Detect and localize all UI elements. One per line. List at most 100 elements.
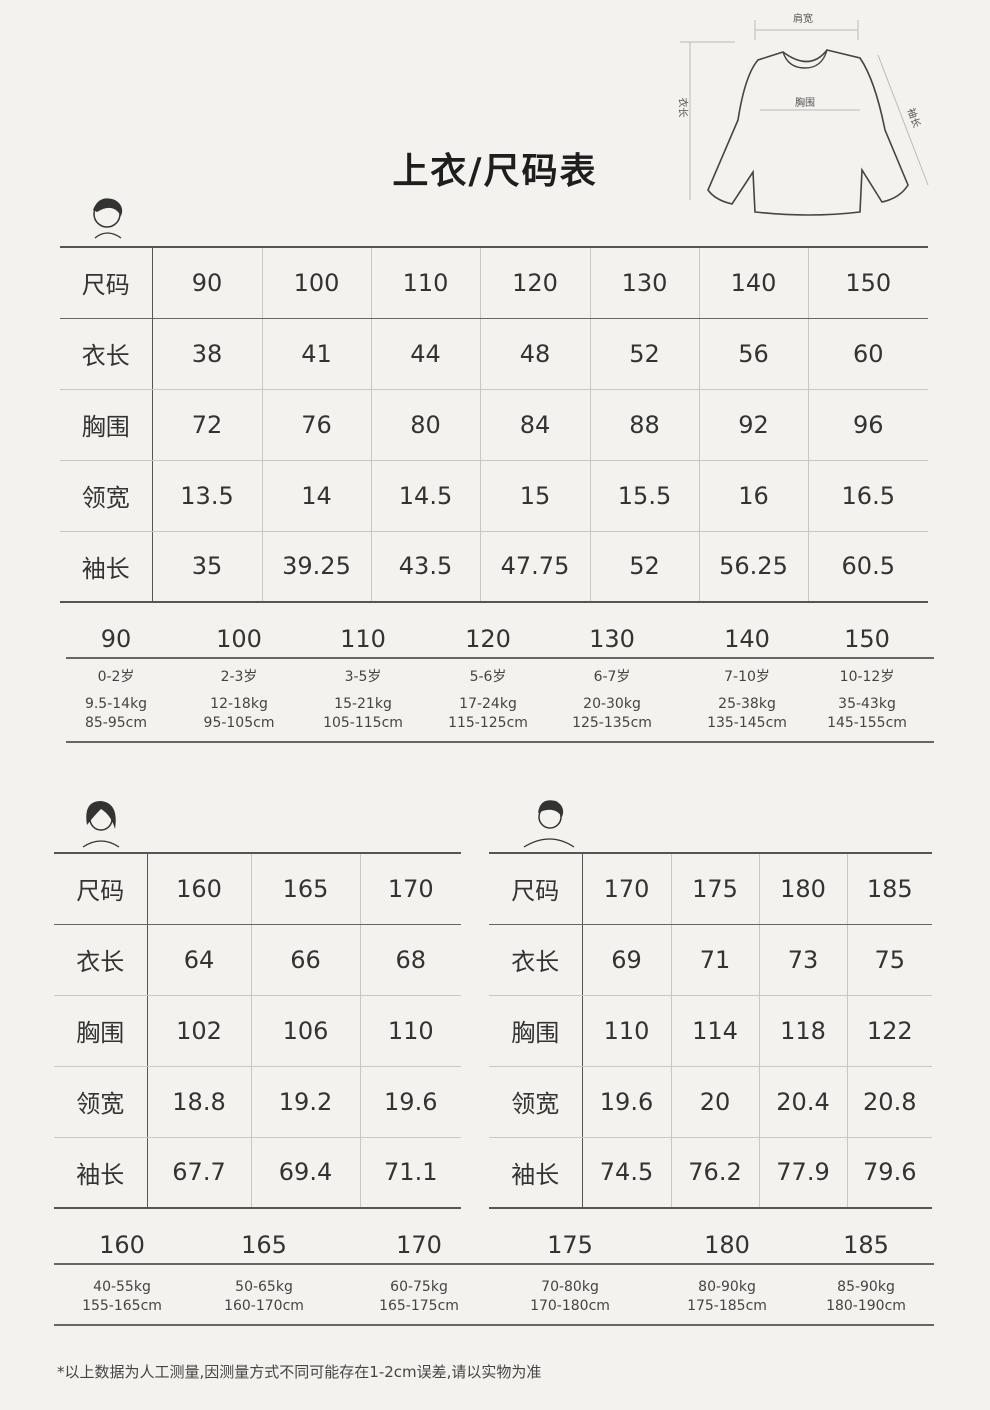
divider bbox=[54, 1324, 934, 1326]
guide-size: 180 bbox=[704, 1231, 750, 1259]
table-cell: 76 bbox=[261, 389, 371, 461]
table-row: 领宽 19.6 20 20.4 20.8 bbox=[489, 1066, 932, 1138]
table-cell: 67.7 bbox=[147, 1137, 251, 1209]
child-avatar-icon bbox=[93, 198, 123, 239]
guide-size: 120 bbox=[465, 625, 511, 653]
table-cell: 44 bbox=[370, 318, 480, 390]
table-cell: 19.2 bbox=[250, 1066, 360, 1138]
table-cell: 69.4 bbox=[250, 1137, 360, 1209]
men-size-table: 尺码 170 175 180 185 衣长 69 71 73 75 胸围 110 114 118 122 领宽… bbox=[489, 852, 932, 1209]
guide-size: 140 bbox=[724, 625, 770, 653]
length-label: 衣长 bbox=[676, 97, 688, 118]
table-cell: 88 bbox=[589, 389, 699, 461]
guide-weight: 40-55kg bbox=[93, 1279, 151, 1295]
guide-height: 175-185cm bbox=[687, 1298, 767, 1314]
guide-size: 160 bbox=[99, 1231, 145, 1259]
table-row: 胸围 72 76 80 84 88 92 96 bbox=[60, 389, 928, 461]
table-cell: 47.75 bbox=[479, 531, 590, 603]
guide-weight: 80-90kg bbox=[698, 1279, 756, 1295]
row-header: 尺码 bbox=[54, 852, 148, 925]
table-row: 袖长 35 39.25 43.5 47.75 52 56.25 60.5 bbox=[60, 531, 928, 603]
shoulder-label: 肩宽 bbox=[793, 14, 813, 25]
guide-size: 90 bbox=[100, 625, 132, 653]
row-header: 衣长 bbox=[54, 924, 148, 996]
table-cell: 150 bbox=[807, 246, 928, 319]
row-header: 衣长 bbox=[489, 924, 583, 996]
table-cell: 118 bbox=[758, 995, 847, 1067]
table-row: 袖长 67.7 69.4 71.1 bbox=[54, 1137, 461, 1209]
row-header: 袖长 bbox=[489, 1137, 583, 1209]
guide-age: 10-12岁 bbox=[839, 669, 895, 685]
guide-height: 135-145cm bbox=[707, 715, 787, 731]
table-row: 胸围 110 114 118 122 bbox=[489, 995, 932, 1067]
table-cell: 106 bbox=[250, 995, 360, 1067]
row-header: 袖长 bbox=[54, 1137, 148, 1209]
table-cell: 48 bbox=[479, 318, 590, 390]
table-cell: 66 bbox=[250, 924, 360, 996]
table-cell: 72 bbox=[152, 389, 262, 461]
guide-size: 110 bbox=[340, 625, 386, 653]
guide-size: 130 bbox=[589, 625, 635, 653]
table-cell: 71 bbox=[670, 924, 759, 996]
table-row: 尺码 160 165 170 bbox=[54, 852, 461, 925]
table-cell: 110 bbox=[582, 995, 671, 1067]
table-cell: 100 bbox=[261, 246, 371, 319]
table-row: 衣长 69 71 73 75 bbox=[489, 924, 932, 996]
table-row: 尺码 90 100 110 120 130 140 150 bbox=[60, 246, 928, 319]
table-cell: 120 bbox=[479, 246, 590, 319]
table-cell: 60.5 bbox=[807, 531, 928, 603]
table-row: 衣长 64 66 68 bbox=[54, 924, 461, 996]
guide-height: 105-115cm bbox=[323, 715, 403, 731]
table-cell: 170 bbox=[582, 852, 671, 925]
table-cell: 160 bbox=[147, 852, 251, 925]
row-header: 胸围 bbox=[60, 389, 153, 461]
guide-size: 165 bbox=[241, 1231, 287, 1259]
table-cell: 96 bbox=[807, 389, 928, 461]
kids-size-guide: 90 0-2岁 9.5-14kg 85-95cm 100 2-3岁 12-18kg 95-10… bbox=[0, 625, 990, 745]
guide-height: 115-125cm bbox=[448, 715, 528, 731]
guide-weight: 60-75kg bbox=[390, 1279, 448, 1295]
women-size-table: 尺码 160 165 170 衣长 64 66 68 胸围 102 106 110 领宽 18.8 19.2… bbox=[54, 852, 461, 1209]
table-cell: 92 bbox=[698, 389, 808, 461]
table-cell: 16.5 bbox=[807, 460, 928, 532]
table-cell: 14.5 bbox=[370, 460, 480, 532]
guide-height: 145-155cm bbox=[827, 715, 907, 731]
table-cell: 69 bbox=[582, 924, 671, 996]
kids-size-table: 尺码 90 100 110 120 130 140 150 衣长 38 41 44 48 52 56 60 胸围… bbox=[60, 246, 928, 603]
table-cell: 38 bbox=[152, 318, 262, 390]
guide-height: 180-190cm bbox=[826, 1298, 906, 1314]
guide-age: 7-10岁 bbox=[724, 669, 770, 685]
guide-height: 85-95cm bbox=[84, 715, 148, 731]
woman-avatar-icon bbox=[82, 801, 120, 848]
guide-age: 5-6岁 bbox=[469, 669, 507, 685]
table-cell: 56.25 bbox=[698, 531, 808, 603]
table-cell: 84 bbox=[479, 389, 590, 461]
shirt-measurement-diagram bbox=[680, 20, 929, 216]
table-cell: 60 bbox=[807, 318, 928, 390]
table-cell: 77.9 bbox=[758, 1137, 847, 1209]
guide-height: 165-175cm bbox=[379, 1298, 459, 1314]
table-cell: 75 bbox=[846, 924, 932, 996]
table-cell: 19.6 bbox=[359, 1066, 461, 1138]
guide-age: 3-5岁 bbox=[344, 669, 382, 685]
row-header: 胸围 bbox=[489, 995, 583, 1067]
guide-weight: 25-38kg bbox=[718, 696, 776, 712]
row-header: 胸围 bbox=[54, 995, 148, 1067]
table-cell: 180 bbox=[758, 852, 847, 925]
table-cell: 41 bbox=[261, 318, 371, 390]
guide-weight: 35-43kg bbox=[838, 696, 896, 712]
table-cell: 39.25 bbox=[261, 531, 371, 603]
table-cell: 140 bbox=[698, 246, 808, 319]
table-cell: 110 bbox=[359, 995, 461, 1067]
table-cell: 175 bbox=[670, 852, 759, 925]
table-cell: 64 bbox=[147, 924, 251, 996]
table-cell: 43.5 bbox=[370, 531, 480, 603]
row-header: 尺码 bbox=[489, 852, 583, 925]
guide-size: 100 bbox=[216, 625, 262, 653]
guide-size: 170 bbox=[396, 1231, 442, 1259]
table-cell: 90 bbox=[152, 246, 262, 319]
table-cell: 20.8 bbox=[846, 1066, 932, 1138]
table-row: 衣长 38 41 44 48 52 56 60 bbox=[60, 318, 928, 390]
guide-height: 155-165cm bbox=[82, 1298, 162, 1314]
chest-label: 胸围 bbox=[795, 98, 815, 109]
